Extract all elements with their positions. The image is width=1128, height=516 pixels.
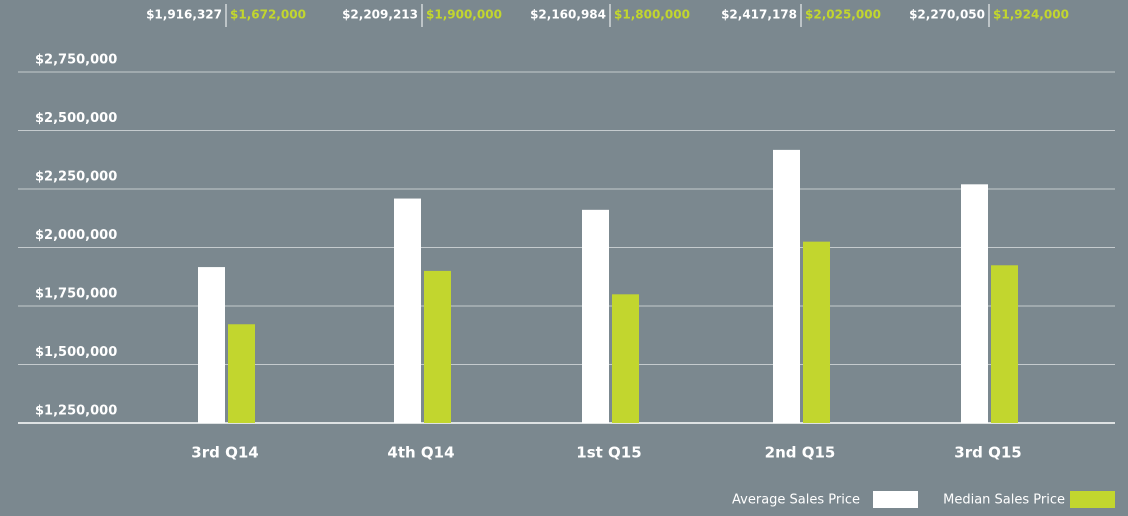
x-tick-label: 3rd Q14 (191, 444, 258, 462)
value-label: $1,916,327 (146, 8, 222, 22)
value-label: $2,160,984 (530, 8, 606, 22)
bar (228, 324, 255, 423)
y-tick-label: $2,000,000 (35, 228, 117, 243)
y-tick-label: $1,500,000 (35, 345, 117, 360)
bar (991, 265, 1018, 423)
value-label: $1,672,000 (230, 8, 306, 22)
x-tick-label: 3rd Q15 (954, 444, 1021, 462)
x-tick-label: 4th Q14 (387, 444, 454, 462)
value-label: $2,209,213 (342, 8, 418, 22)
value-label: $2,025,000 (805, 8, 881, 22)
y-tick-label: $2,750,000 (35, 53, 117, 68)
bar (424, 270, 451, 423)
y-tick-label: $1,250,000 (35, 404, 117, 419)
bar (773, 149, 800, 423)
bar (394, 198, 421, 423)
x-tick-label: 2nd Q15 (765, 444, 836, 462)
bar (582, 209, 609, 423)
value-label: $1,800,000 (614, 8, 690, 22)
value-label: $2,270,050 (909, 8, 985, 22)
legend-label: Average Sales Price (732, 493, 860, 508)
value-label: $1,924,000 (993, 8, 1069, 22)
bar (961, 184, 988, 423)
x-tick-label: 1st Q15 (576, 444, 641, 462)
legend-swatch (1070, 491, 1115, 508)
bar (803, 241, 830, 423)
bar (198, 267, 225, 423)
value-label: $2,417,178 (721, 8, 797, 22)
bar (612, 294, 639, 423)
legend-label: Median Sales Price (943, 493, 1065, 508)
y-tick-label: $1,750,000 (35, 287, 117, 302)
y-tick-label: $2,500,000 (35, 111, 117, 126)
value-label: $1,900,000 (426, 8, 502, 22)
y-tick-label: $2,250,000 (35, 170, 117, 185)
legend-swatch (873, 491, 918, 508)
